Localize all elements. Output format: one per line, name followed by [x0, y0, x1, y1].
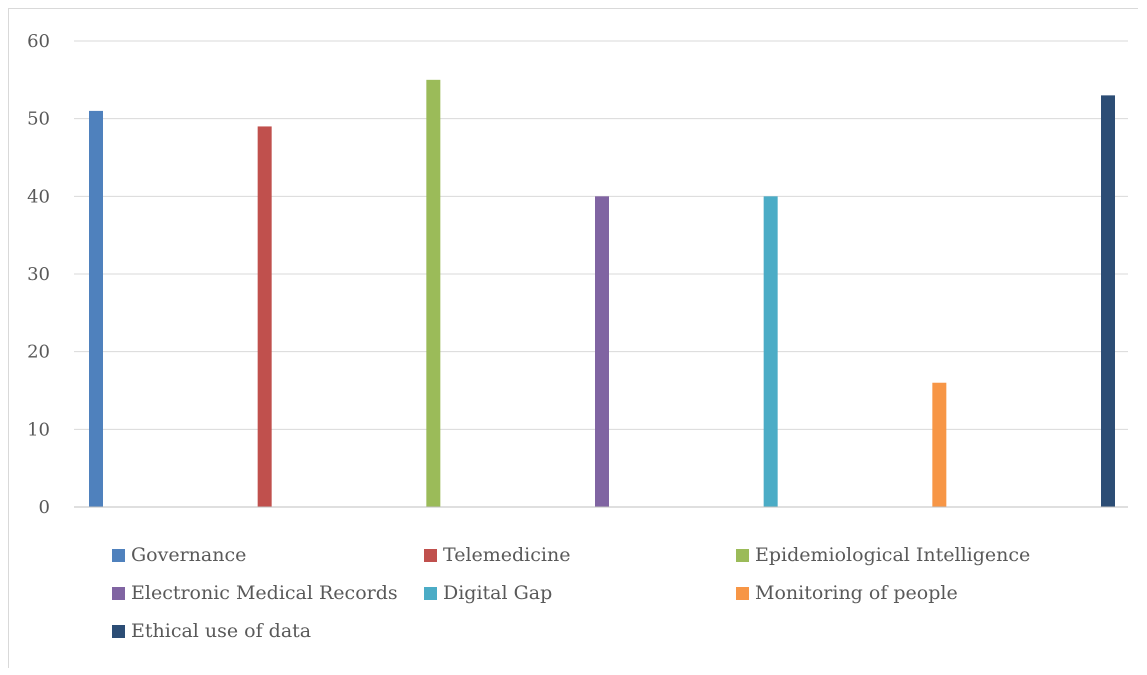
legend-item: Governance — [112, 544, 246, 566]
legend-swatch — [112, 586, 125, 600]
legend-label: Electronic Medical Records — [131, 582, 398, 604]
bar-digital-gap — [763, 196, 778, 508]
y-tick-label: 30 — [27, 264, 50, 285]
legend-swatch — [424, 586, 437, 600]
legend-label: Digital Gap — [443, 582, 553, 604]
bar-telemedicine — [257, 126, 272, 507]
y-tick-label: 40 — [27, 186, 50, 207]
legend-item: Telemedicine — [424, 544, 570, 566]
legend-swatch — [112, 548, 125, 562]
legend-label: Telemedicine — [443, 544, 571, 566]
bar-governance — [89, 110, 103, 508]
legend-item: Electronic Medical Records — [112, 582, 398, 604]
legend-row: Governance Telemedicine Epidemiological In… — [112, 544, 1112, 582]
bar-chart: 0 10 20 30 40 50 60 — [27, 31, 1128, 518]
legend-item: Ethical use of data — [112, 620, 311, 642]
legend-item: Digital Gap — [424, 582, 552, 604]
y-tick-label: 10 — [27, 419, 50, 440]
legend-label: Monitoring of people — [755, 582, 958, 604]
y-tick-label: 60 — [27, 31, 50, 52]
chart-frame — [8, 8, 1138, 668]
y-axis-ticks: 0 10 20 30 40 50 60 — [27, 31, 50, 518]
bars — [89, 79, 1115, 508]
legend-swatch — [112, 624, 125, 638]
legend-swatch — [424, 548, 437, 562]
legend-row: Ethical use of data — [112, 620, 1112, 658]
y-tick-label: 0 — [39, 497, 50, 518]
legend-label: Governance — [131, 544, 247, 566]
y-tick-label: 50 — [27, 109, 50, 130]
legend-item: Monitoring of people — [736, 582, 958, 604]
legend: Governance Telemedicine Epidemiological In… — [112, 544, 1112, 658]
legend-swatch — [736, 586, 749, 600]
bar-electronic-medical-records — [595, 196, 609, 508]
bar-monitoring-of-people — [932, 382, 947, 507]
y-tick-label: 20 — [27, 342, 50, 363]
legend-item: Epidemiological Intelligence — [736, 544, 1030, 566]
legend-swatch — [736, 548, 749, 562]
bar-ethical-use-of-data — [1101, 95, 1115, 507]
legend-label: Ethical use of data — [131, 620, 312, 642]
legend-row: Electronic Medical Records Digital Gap Mon… — [112, 582, 1112, 620]
bar-epidemiological-intelligence — [426, 79, 441, 507]
legend-label: Epidemiological Intelligence — [755, 544, 1031, 566]
